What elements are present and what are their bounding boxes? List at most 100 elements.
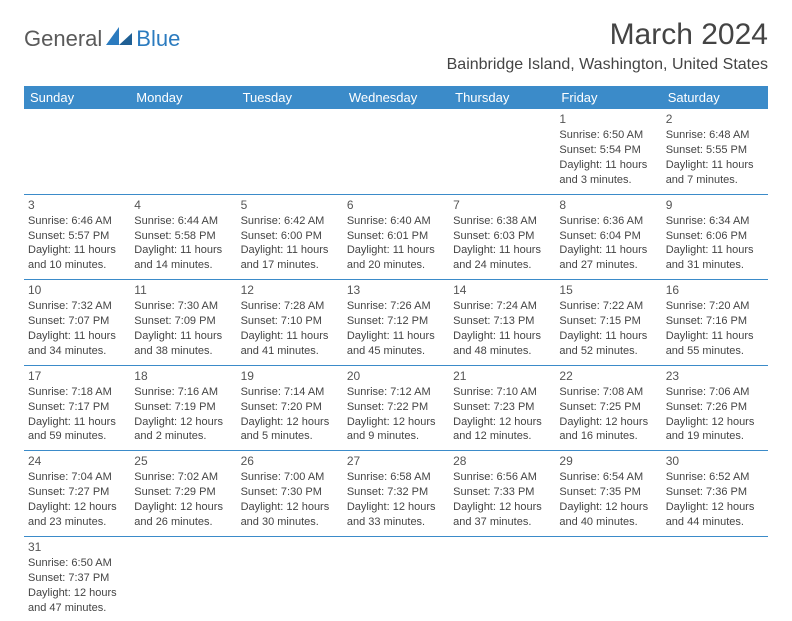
cell-text: Daylight: 11 hours	[559, 329, 657, 344]
calendar-cell	[449, 109, 555, 194]
cell-text: Sunrise: 7:16 AM	[134, 385, 232, 400]
cell-text: Sunset: 6:01 PM	[347, 229, 445, 244]
cell-text: Sunrise: 7:32 AM	[28, 299, 126, 314]
day-number: 13	[347, 282, 445, 298]
calendar-cell	[449, 536, 555, 621]
calendar-body: 1Sunrise: 6:50 AMSunset: 5:54 PMDaylight…	[24, 109, 768, 621]
day-number: 14	[453, 282, 551, 298]
cell-text: Sunrise: 7:24 AM	[453, 299, 551, 314]
cell-text: Sunset: 7:19 PM	[134, 400, 232, 415]
cell-text: and 48 minutes.	[453, 344, 551, 359]
cell-text: and 7 minutes.	[666, 173, 764, 188]
calendar-cell	[237, 536, 343, 621]
calendar-cell: 9Sunrise: 6:34 AMSunset: 6:06 PMDaylight…	[662, 194, 768, 280]
cell-text: Sunrise: 7:20 AM	[666, 299, 764, 314]
calendar-cell: 12Sunrise: 7:28 AMSunset: 7:10 PMDayligh…	[237, 280, 343, 366]
cell-text: and 59 minutes.	[28, 429, 126, 444]
cell-text: and 5 minutes.	[241, 429, 339, 444]
day-number: 6	[347, 197, 445, 213]
day-number: 4	[134, 197, 232, 213]
cell-text: Sunset: 7:23 PM	[453, 400, 551, 415]
cell-text: Sunset: 7:36 PM	[666, 485, 764, 500]
cell-text: Sunset: 7:35 PM	[559, 485, 657, 500]
cell-text: Daylight: 12 hours	[134, 415, 232, 430]
cell-text: Daylight: 12 hours	[453, 415, 551, 430]
cell-text: and 47 minutes.	[28, 601, 126, 616]
calendar-cell: 5Sunrise: 6:42 AMSunset: 6:00 PMDaylight…	[237, 194, 343, 280]
cell-text: Sunrise: 7:06 AM	[666, 385, 764, 400]
day-number: 25	[134, 453, 232, 469]
month-title: March 2024	[447, 18, 768, 52]
calendar-cell: 30Sunrise: 6:52 AMSunset: 7:36 PMDayligh…	[662, 451, 768, 537]
cell-text: Daylight: 11 hours	[347, 243, 445, 258]
cell-text: and 41 minutes.	[241, 344, 339, 359]
calendar-cell	[343, 109, 449, 194]
calendar-cell: 11Sunrise: 7:30 AMSunset: 7:09 PMDayligh…	[130, 280, 236, 366]
cell-text: Daylight: 12 hours	[666, 415, 764, 430]
calendar-cell: 3Sunrise: 6:46 AMSunset: 5:57 PMDaylight…	[24, 194, 130, 280]
cell-text: Daylight: 11 hours	[666, 158, 764, 173]
cell-text: Sunset: 6:04 PM	[559, 229, 657, 244]
calendar-cell: 8Sunrise: 6:36 AMSunset: 6:04 PMDaylight…	[555, 194, 661, 280]
cell-text: Sunset: 6:03 PM	[453, 229, 551, 244]
calendar-cell: 13Sunrise: 7:26 AMSunset: 7:12 PMDayligh…	[343, 280, 449, 366]
logo-text-general: General	[24, 26, 102, 52]
header: General Blue March 2024 Bainbridge Islan…	[24, 18, 768, 80]
cell-text: Sunrise: 7:02 AM	[134, 470, 232, 485]
weekday-header: Wednesday	[343, 86, 449, 109]
calendar-cell: 1Sunrise: 6:50 AMSunset: 5:54 PMDaylight…	[555, 109, 661, 194]
cell-text: Sunset: 7:32 PM	[347, 485, 445, 500]
cell-text: Daylight: 12 hours	[453, 500, 551, 515]
cell-text: Sunrise: 6:48 AM	[666, 128, 764, 143]
calendar-cell: 20Sunrise: 7:12 AMSunset: 7:22 PMDayligh…	[343, 365, 449, 451]
cell-text: Daylight: 11 hours	[666, 329, 764, 344]
cell-text: Sunset: 6:06 PM	[666, 229, 764, 244]
cell-text: Sunrise: 7:10 AM	[453, 385, 551, 400]
cell-text: Daylight: 11 hours	[134, 243, 232, 258]
cell-text: Sunrise: 6:40 AM	[347, 214, 445, 229]
cell-text: and 26 minutes.	[134, 515, 232, 530]
day-number: 29	[559, 453, 657, 469]
cell-text: and 44 minutes.	[666, 515, 764, 530]
cell-text: Sunset: 7:30 PM	[241, 485, 339, 500]
cell-text: and 38 minutes.	[134, 344, 232, 359]
cell-text: Daylight: 11 hours	[28, 243, 126, 258]
cell-text: Daylight: 11 hours	[559, 243, 657, 258]
cell-text: and 31 minutes.	[666, 258, 764, 273]
calendar-cell: 27Sunrise: 6:58 AMSunset: 7:32 PMDayligh…	[343, 451, 449, 537]
day-number: 15	[559, 282, 657, 298]
calendar-row: 3Sunrise: 6:46 AMSunset: 5:57 PMDaylight…	[24, 194, 768, 280]
calendar-cell: 24Sunrise: 7:04 AMSunset: 7:27 PMDayligh…	[24, 451, 130, 537]
weekday-header: Tuesday	[237, 86, 343, 109]
cell-text: and 3 minutes.	[559, 173, 657, 188]
calendar-cell: 16Sunrise: 7:20 AMSunset: 7:16 PMDayligh…	[662, 280, 768, 366]
cell-text: and 34 minutes.	[28, 344, 126, 359]
cell-text: Sunrise: 7:26 AM	[347, 299, 445, 314]
cell-text: Sunrise: 6:50 AM	[28, 556, 126, 571]
calendar-cell	[237, 109, 343, 194]
cell-text: Sunset: 7:07 PM	[28, 314, 126, 329]
cell-text: Sunset: 7:25 PM	[559, 400, 657, 415]
title-block: March 2024 Bainbridge Island, Washington…	[447, 18, 768, 80]
calendar-cell: 19Sunrise: 7:14 AMSunset: 7:20 PMDayligh…	[237, 365, 343, 451]
day-number: 31	[28, 539, 126, 555]
cell-text: Daylight: 11 hours	[28, 329, 126, 344]
cell-text: Sunrise: 7:12 AM	[347, 385, 445, 400]
cell-text: Sunset: 5:54 PM	[559, 143, 657, 158]
cell-text: and 19 minutes.	[666, 429, 764, 444]
cell-text: Daylight: 12 hours	[666, 500, 764, 515]
cell-text: and 16 minutes.	[559, 429, 657, 444]
cell-text: Sunset: 5:57 PM	[28, 229, 126, 244]
day-number: 28	[453, 453, 551, 469]
cell-text: and 45 minutes.	[347, 344, 445, 359]
day-number: 10	[28, 282, 126, 298]
cell-text: and 14 minutes.	[134, 258, 232, 273]
calendar-row: 31Sunrise: 6:50 AMSunset: 7:37 PMDayligh…	[24, 536, 768, 621]
cell-text: Daylight: 12 hours	[347, 415, 445, 430]
logo: General Blue	[24, 26, 180, 52]
weekday-header: Monday	[130, 86, 236, 109]
calendar-cell: 22Sunrise: 7:08 AMSunset: 7:25 PMDayligh…	[555, 365, 661, 451]
calendar-cell: 14Sunrise: 7:24 AMSunset: 7:13 PMDayligh…	[449, 280, 555, 366]
calendar-cell: 23Sunrise: 7:06 AMSunset: 7:26 PMDayligh…	[662, 365, 768, 451]
cell-text: and 27 minutes.	[559, 258, 657, 273]
